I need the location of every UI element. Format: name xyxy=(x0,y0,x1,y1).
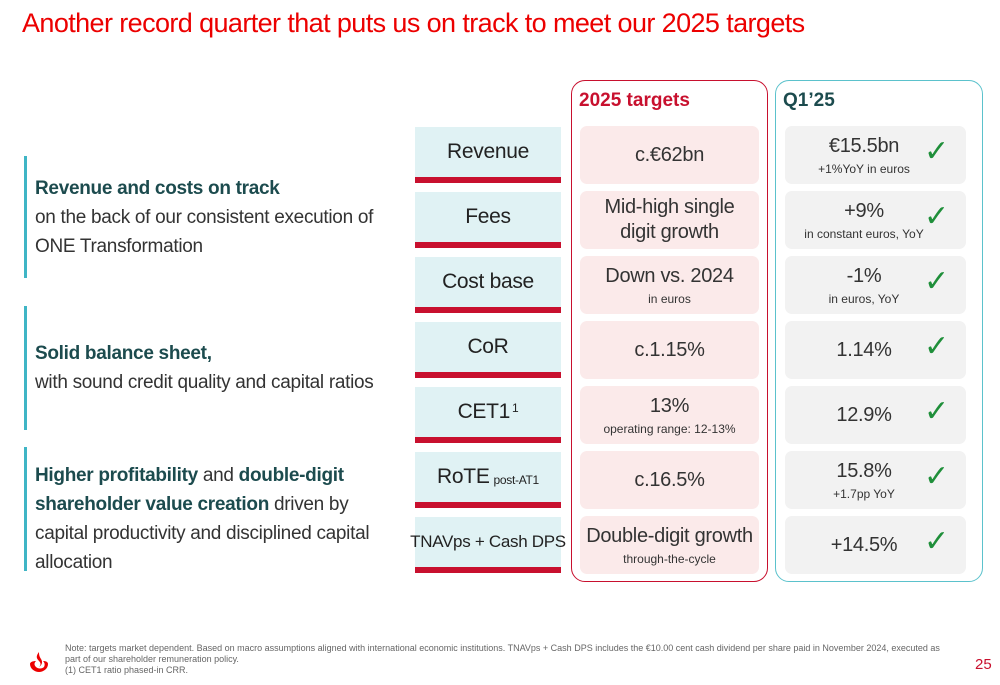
target-value: Down vs. 2024 xyxy=(605,264,734,287)
q1-cell-cost-base: -1% in euros, YoY xyxy=(785,256,966,314)
footnote-line: (1) CET1 ratio phased-in CRR. xyxy=(65,665,189,675)
q1-subtext: in euros, YoY xyxy=(828,291,900,306)
q1-cell-cor: 1.14% xyxy=(785,321,966,379)
q1-cell-tnavps: +14.5% xyxy=(785,516,966,574)
metric-revenue: Revenue xyxy=(415,127,561,183)
q1-subtext: +1.7pp YoY xyxy=(833,486,895,501)
metric-suffix: post-AT1 xyxy=(493,473,540,487)
q1-subtext: in constant euros, YoY xyxy=(804,226,924,241)
targets-header: 2025 targets xyxy=(579,90,690,111)
pillar-text: driven by capital productivity and disci… xyxy=(35,494,370,573)
target-cell-tnavps: Double-digit growth through-the-cycle xyxy=(580,516,759,574)
check-icon: ✓ xyxy=(924,329,950,364)
metric-cor: CoR xyxy=(415,322,561,378)
q1-cell-revenue: €15.5bn +1%YoY in euros xyxy=(785,126,966,184)
pillar-revenue-costs: Revenue and costs on track on the back o… xyxy=(24,156,373,278)
q1-cell-cet1: 12.9% xyxy=(785,386,966,444)
check-icon: ✓ xyxy=(924,459,950,494)
page-number: 25 xyxy=(975,656,992,673)
target-cell-rote: c.16.5% xyxy=(580,451,759,509)
q1-cell-rote: 15.8% +1.7pp YoY xyxy=(785,451,966,509)
pillar-title: Solid balance sheet, xyxy=(35,343,212,364)
target-value: c.1.15% xyxy=(634,338,705,361)
q1-value: +9% xyxy=(844,199,884,222)
metric-label: Revenue xyxy=(447,140,529,163)
metric-label: CoR xyxy=(467,335,509,358)
metric-tnavps: TNAVps + Cash DPS xyxy=(410,517,566,573)
target-subtext: through-the-cycle xyxy=(623,551,716,566)
target-cell-fees: Mid-high single digit growth xyxy=(580,191,759,249)
metric-label: CET1 xyxy=(457,400,511,423)
q1-cell-fees: +9% in constant euros, YoY xyxy=(785,191,966,249)
pillar-text: on the back of our consistent execution … xyxy=(35,207,374,257)
q1-value: 12.9% xyxy=(836,403,892,426)
targets-panel xyxy=(571,80,768,582)
target-value: c.€62bn xyxy=(634,143,705,166)
target-cell-revenue: c.€62bn xyxy=(580,126,759,184)
target-value: c.16.5% xyxy=(634,468,705,491)
metric-cet1: CET1 1 xyxy=(415,387,561,443)
q1-header: Q1’25 xyxy=(783,90,835,111)
check-icon: ✓ xyxy=(924,134,950,169)
pillar-title: Revenue and costs on track xyxy=(35,178,280,199)
target-value: 13% xyxy=(649,394,690,417)
pillar-title: Higher profitability xyxy=(35,465,198,486)
target-subtext: in euros xyxy=(648,291,691,306)
q1-panel xyxy=(775,80,983,582)
check-icon: ✓ xyxy=(924,199,950,234)
metric-label: Cost base xyxy=(442,270,534,293)
santander-flame-logo-icon xyxy=(30,652,48,672)
page-title: Another record quarter that puts us on t… xyxy=(22,8,805,38)
metric-label: TNAVps + Cash DPS xyxy=(410,532,566,551)
q1-value: 1.14% xyxy=(836,338,892,361)
target-cell-cet1: 13% operating range: 12-13% xyxy=(580,386,759,444)
target-value: Mid-high single digit growth xyxy=(604,196,735,243)
footnote-marker: 1 xyxy=(512,401,519,415)
metric-rote: RoTE post-AT1 xyxy=(415,452,561,508)
q1-value: 15.8% xyxy=(836,459,892,482)
q1-value: -1% xyxy=(846,264,882,287)
pillar-balance-sheet: Solid balance sheet, with sound credit q… xyxy=(24,306,374,430)
check-icon: ✓ xyxy=(924,394,950,429)
target-cell-cor: c.1.15% xyxy=(580,321,759,379)
target-cell-cost-base: Down vs. 2024 in euros xyxy=(580,256,759,314)
check-icon: ✓ xyxy=(924,264,950,299)
q1-subtext: +1%YoY in euros xyxy=(818,161,910,176)
target-subtext: operating range: 12-13% xyxy=(603,421,736,436)
target-value: Double-digit growth xyxy=(586,524,753,547)
check-icon: ✓ xyxy=(924,524,950,559)
pillar-text-connector: and xyxy=(197,465,239,486)
pillar-title-secondary: double-digit shareholder value creation xyxy=(35,465,344,515)
metric-label: Fees xyxy=(465,205,511,228)
pillar-profitability: Higher profitability and double-digit sh… xyxy=(24,447,370,573)
q1-value: €15.5bn xyxy=(828,134,900,157)
metric-cost-base: Cost base xyxy=(415,257,561,313)
footnote: Note: targets market dependent. Based on… xyxy=(65,643,945,676)
footnote-line: Note: targets market dependent. Based on… xyxy=(65,643,940,653)
q1-value: +14.5% xyxy=(830,533,898,556)
metric-fees: Fees xyxy=(415,192,561,248)
footnote-line: part of our shareholder remuneration pol… xyxy=(65,654,239,664)
pillar-text: with sound credit quality and capital ra… xyxy=(35,372,374,393)
metric-label: RoTE xyxy=(437,465,490,488)
